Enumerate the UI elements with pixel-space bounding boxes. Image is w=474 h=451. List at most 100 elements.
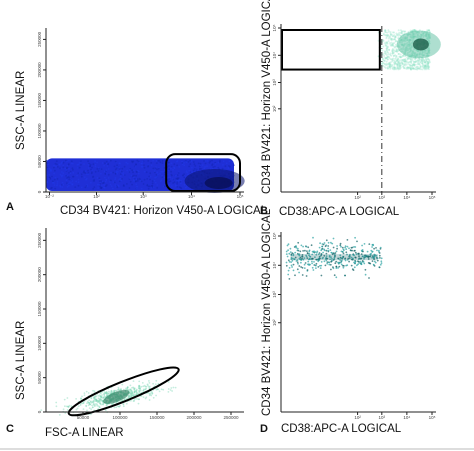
event-dot xyxy=(171,390,174,392)
event-dot xyxy=(62,408,65,411)
event-dot xyxy=(112,171,115,174)
event-dot xyxy=(115,170,118,173)
event-dot xyxy=(424,65,427,67)
event-dot xyxy=(384,44,387,46)
event-dot xyxy=(391,58,394,61)
event-dot xyxy=(97,170,100,172)
event-dot xyxy=(408,55,411,58)
event-dot xyxy=(424,66,427,68)
event-dot xyxy=(141,160,144,163)
event-dot xyxy=(311,250,314,253)
density-core xyxy=(103,389,130,404)
event-dot xyxy=(87,401,90,404)
event-dot xyxy=(92,163,95,166)
event-dot xyxy=(101,399,103,402)
event-dot xyxy=(56,181,59,183)
event-dot xyxy=(157,167,160,170)
event-dot xyxy=(61,186,64,189)
event-dot xyxy=(410,44,413,47)
event-dot xyxy=(131,391,134,394)
event-dot xyxy=(67,406,70,408)
event-dot xyxy=(93,178,96,181)
event-dot xyxy=(404,35,407,38)
event-dot xyxy=(393,46,396,49)
event-dot xyxy=(149,172,152,175)
event-dot xyxy=(417,67,420,70)
event-dot xyxy=(93,398,96,401)
event-dot xyxy=(157,383,160,385)
event-dot xyxy=(408,53,411,56)
event-dot xyxy=(95,399,98,402)
event-dot xyxy=(390,44,393,47)
event-dot xyxy=(53,172,55,175)
event-dot xyxy=(188,165,191,168)
event-dot xyxy=(402,46,405,49)
event-dot xyxy=(386,58,389,61)
event-dot xyxy=(197,162,200,165)
event-dot xyxy=(394,40,397,43)
event-dot xyxy=(419,65,422,67)
event-dot xyxy=(169,389,172,391)
event-dot xyxy=(110,185,113,188)
event-dot xyxy=(413,61,416,64)
event-dot xyxy=(116,186,119,189)
event-dot xyxy=(425,33,428,36)
event-dot xyxy=(388,61,391,64)
event-dot xyxy=(176,174,179,177)
event-dot xyxy=(381,62,384,65)
event-dot xyxy=(389,38,392,41)
event-dot xyxy=(320,253,323,255)
event-dot xyxy=(397,44,400,47)
event-dot xyxy=(394,35,397,38)
event-dot xyxy=(40,409,43,411)
event-dot xyxy=(418,63,421,66)
event-dot xyxy=(168,178,171,180)
event-dot xyxy=(173,166,175,169)
event-dot xyxy=(155,162,158,165)
event-dot xyxy=(411,54,414,56)
event-dot xyxy=(419,51,422,54)
event-dot xyxy=(116,164,118,167)
event-dot xyxy=(390,41,393,44)
event-dot xyxy=(133,389,136,392)
y-tick-label: 10³ xyxy=(272,79,277,86)
x-tick-label: 150000 xyxy=(149,415,165,420)
event-dot xyxy=(62,166,65,169)
event-dot xyxy=(307,246,310,249)
event-dot xyxy=(98,180,101,183)
event-dot xyxy=(404,48,407,51)
y-tick-label: 250000 xyxy=(37,232,42,248)
event-dot xyxy=(156,388,159,390)
event-dot xyxy=(84,170,87,173)
event-dot xyxy=(396,63,399,66)
event-dot xyxy=(401,59,404,62)
event-dot xyxy=(428,36,431,39)
event-dot xyxy=(184,160,187,163)
event-dot xyxy=(428,60,431,62)
event-dot xyxy=(98,394,101,396)
event-dot xyxy=(428,36,431,39)
event-dot xyxy=(427,58,430,61)
event-dot xyxy=(134,390,137,392)
event-dot xyxy=(382,58,385,61)
event-dot xyxy=(417,33,420,36)
event-dot xyxy=(406,66,409,69)
event-dot xyxy=(132,171,134,174)
event-dot xyxy=(149,393,152,395)
event-dot xyxy=(423,65,426,68)
event-dot xyxy=(151,392,154,395)
event-dot xyxy=(404,58,407,61)
event-dot xyxy=(398,62,401,65)
event-dot xyxy=(389,31,392,33)
event-dot xyxy=(402,48,405,51)
event-dot xyxy=(364,268,367,271)
event-dot xyxy=(397,60,400,63)
event-dot xyxy=(93,186,96,189)
event-dot xyxy=(143,178,146,181)
event-dot xyxy=(335,260,338,263)
event-dot xyxy=(138,390,141,393)
event-dot xyxy=(88,407,91,409)
event-dot xyxy=(344,245,347,248)
event-dot xyxy=(325,239,328,242)
event-dot xyxy=(129,388,131,391)
